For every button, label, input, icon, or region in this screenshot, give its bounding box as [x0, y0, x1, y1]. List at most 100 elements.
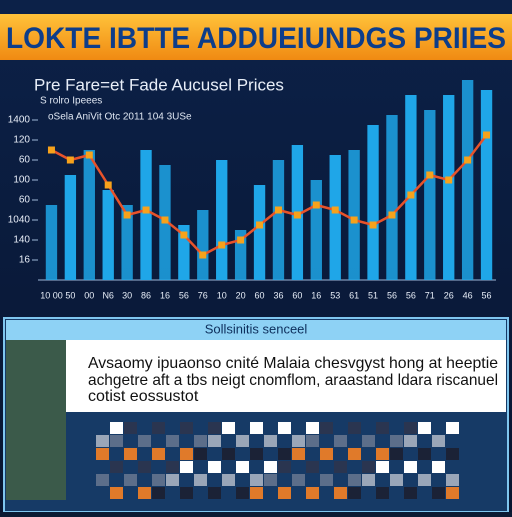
- pixel: [208, 422, 221, 434]
- x-tick-label: 20: [236, 290, 246, 300]
- pixel: [96, 474, 109, 486]
- pixel: [236, 487, 249, 499]
- pixel: [362, 435, 375, 447]
- marker: [274, 206, 282, 214]
- pixel: [446, 487, 459, 499]
- marker: [445, 176, 453, 184]
- x-tick-label: 16: [160, 290, 170, 300]
- pixel: [222, 474, 235, 486]
- pixel: [334, 461, 347, 473]
- bar: [329, 155, 341, 280]
- panel-header: Sollsinitis senceel: [205, 321, 308, 336]
- pixel: [446, 474, 459, 486]
- x-tick-label: 10: [217, 290, 227, 300]
- pixel: [110, 461, 123, 473]
- pixel: [320, 474, 333, 486]
- pixel: [306, 422, 319, 434]
- chart-subtitle: S rolro Ipeees: [40, 96, 102, 107]
- marker: [161, 216, 169, 224]
- pixel: [180, 461, 193, 473]
- pixel: [390, 448, 403, 460]
- marker: [293, 211, 301, 219]
- pixel: [250, 487, 263, 499]
- marker: [142, 206, 150, 214]
- x-tick-label: 56: [387, 290, 397, 300]
- pixel: [320, 422, 333, 434]
- pixel: [348, 487, 361, 499]
- pixel: [96, 435, 109, 447]
- x-tick-label: 53: [330, 290, 340, 300]
- pixel: [278, 448, 291, 460]
- pixel: [250, 422, 263, 434]
- pixel: [152, 422, 165, 434]
- x-tick-label: 00: [84, 290, 94, 300]
- pixel: [180, 448, 193, 460]
- x-tick-label: 56: [406, 290, 416, 300]
- pixel: [208, 461, 221, 473]
- panel-line: cotist eossustot: [88, 388, 199, 405]
- bar: [272, 160, 285, 280]
- pixel: [376, 487, 389, 499]
- banner-title: LOKTE IBTTE ADDUEIUNDGS PRIIES: [6, 22, 506, 55]
- x-tick-label: N6: [102, 290, 114, 300]
- marker: [104, 181, 112, 189]
- banner: [0, 14, 512, 60]
- bar: [140, 150, 152, 280]
- pixel: [418, 422, 431, 434]
- pixel: [124, 448, 137, 460]
- pixel: [138, 461, 151, 473]
- marker: [180, 231, 188, 239]
- pixel: [264, 474, 277, 486]
- pixel: [194, 474, 207, 486]
- pixel: [320, 448, 333, 460]
- bar: [405, 95, 417, 280]
- marker: [256, 221, 264, 229]
- annotation: oSela AniVit Otc 2011 104 3USe: [48, 112, 192, 123]
- marker: [483, 131, 491, 139]
- text-box: [66, 340, 506, 412]
- x-tick-label: 60: [255, 290, 265, 300]
- x-tick-label: 56: [482, 290, 492, 300]
- pixel: [222, 422, 235, 434]
- bar: [480, 90, 493, 280]
- bar: [64, 175, 77, 280]
- x-tick-label: 30: [122, 290, 132, 300]
- bar: [234, 230, 247, 280]
- pixel: [194, 448, 207, 460]
- pixel: [418, 448, 431, 460]
- pixel: [404, 487, 417, 499]
- x-tick-label: 60: [292, 290, 302, 300]
- x-tick-label: 71: [425, 290, 435, 300]
- marker: [407, 191, 415, 199]
- marker: [388, 211, 396, 219]
- y-tick-label: 60: [19, 195, 31, 206]
- pixel: [446, 422, 459, 434]
- pixel: [404, 435, 417, 447]
- x-tick-label: 16: [311, 290, 321, 300]
- y-tick-label: 120: [13, 135, 30, 146]
- bar: [386, 115, 398, 280]
- bar: [216, 160, 228, 280]
- pixel: [264, 461, 277, 473]
- marker: [331, 206, 339, 214]
- pixel: [362, 461, 375, 473]
- pixel: [432, 435, 445, 447]
- pixel: [306, 435, 319, 447]
- pixel: [348, 474, 361, 486]
- pixel: [152, 487, 165, 499]
- y-tick-label: 140: [13, 235, 30, 246]
- pixel: [96, 448, 109, 460]
- pixel: [166, 474, 179, 486]
- marker: [199, 251, 207, 259]
- pixel: [222, 448, 235, 460]
- pixel: [306, 461, 319, 473]
- bar: [310, 180, 322, 280]
- marker: [369, 221, 377, 229]
- y-tick-label: 60: [19, 155, 31, 166]
- pixel: [180, 487, 193, 499]
- pixel: [124, 422, 137, 434]
- pixel: [376, 461, 389, 473]
- bar: [348, 150, 360, 280]
- y-tick-label: 1040: [8, 215, 31, 226]
